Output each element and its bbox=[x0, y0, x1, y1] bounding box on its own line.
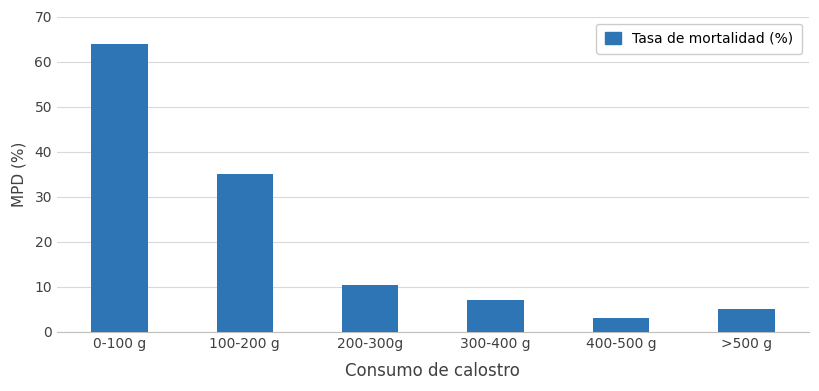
Bar bbox=[467, 300, 523, 332]
Bar bbox=[592, 318, 649, 332]
Legend: Tasa de mortalidad (%): Tasa de mortalidad (%) bbox=[595, 23, 801, 54]
Bar bbox=[717, 309, 774, 332]
Y-axis label: MPD (%): MPD (%) bbox=[11, 142, 26, 207]
Bar bbox=[216, 174, 273, 332]
Bar bbox=[342, 285, 398, 332]
X-axis label: Consumo de calostro: Consumo de calostro bbox=[345, 362, 520, 380]
Bar bbox=[91, 44, 147, 332]
